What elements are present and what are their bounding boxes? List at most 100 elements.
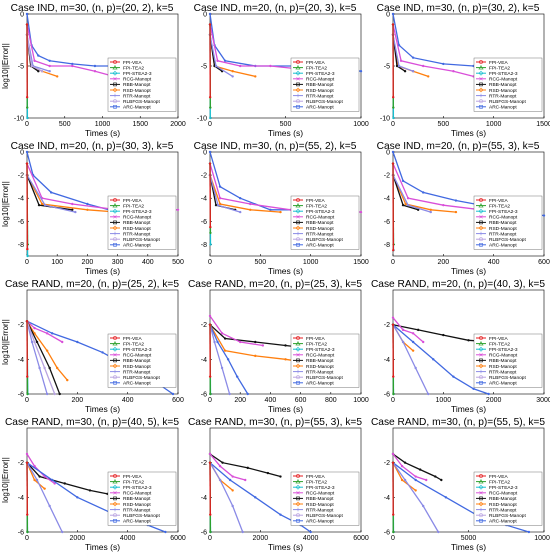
chart-panel-7: Case RAND, m=20, (n, p)=(25, 2), k=5 0 200… xyxy=(1,279,184,414)
legend-marker xyxy=(479,99,483,104)
legend-marker xyxy=(479,198,483,202)
legend-marker xyxy=(112,87,118,93)
legend-marker xyxy=(295,70,301,76)
legend-entry: RCG-Manopt xyxy=(306,491,335,497)
series-point xyxy=(411,70,415,73)
legend-entry: FPI-TEA2 xyxy=(489,341,510,347)
legend-marker xyxy=(112,208,118,214)
series-point xyxy=(86,202,89,206)
legend-marker xyxy=(113,380,117,385)
series-point xyxy=(391,150,395,154)
series-line-arc-manopt xyxy=(392,462,530,533)
x-axis-label: Times (s) xyxy=(451,128,486,138)
series-point xyxy=(49,191,53,194)
legend-marker xyxy=(295,202,301,208)
legend-entry: FPI-TEA2 xyxy=(123,203,144,209)
series-point xyxy=(472,387,475,390)
series-point xyxy=(218,185,222,188)
y-tick-label: -8 xyxy=(201,242,207,249)
x-tick-label: 5000 xyxy=(461,535,477,542)
legend-entry: FPI-TEA2 xyxy=(489,203,510,209)
legend-marker xyxy=(112,484,118,490)
x-tick-label: 1500 xyxy=(536,121,550,128)
legend-entry: FPI-TEA2 xyxy=(489,65,510,71)
series-line-arc-manopt xyxy=(392,324,489,395)
series-point xyxy=(216,203,220,207)
series-line-rcg-manopt xyxy=(392,317,424,343)
legend-entry: FPI-TEA2 xyxy=(306,203,327,209)
series-point xyxy=(437,530,440,534)
series-point xyxy=(440,478,443,482)
legend-marker xyxy=(478,87,484,93)
series-point xyxy=(88,489,92,492)
legend-entry: FPI-VEA xyxy=(123,474,142,480)
y-axis-label: log10||Error|| xyxy=(1,319,10,365)
series-point xyxy=(71,64,74,68)
series-point xyxy=(392,530,395,534)
series-point xyxy=(425,478,428,482)
legend-marker xyxy=(479,358,483,363)
y-tick-label: -4 xyxy=(201,357,207,364)
legend-marker xyxy=(479,215,483,219)
series-point xyxy=(53,392,56,396)
series-point xyxy=(401,203,405,207)
series-point xyxy=(284,344,287,347)
series-point xyxy=(37,70,40,73)
x-tick-label: 100 xyxy=(51,259,63,266)
legend-marker xyxy=(112,340,118,346)
x-axis-label: Times (s) xyxy=(268,404,303,414)
legend-entry: RCG-Manopt xyxy=(123,491,152,497)
series-point xyxy=(235,375,239,378)
series-point xyxy=(223,349,227,352)
x-tick-label: 10000 xyxy=(534,535,550,542)
series-point xyxy=(66,378,69,382)
x-tick-label: 400 xyxy=(142,259,154,266)
legend-entry: FPI-VEA xyxy=(489,60,508,66)
legend-entry: ARC-Manopt xyxy=(306,105,334,111)
legend-marker xyxy=(295,87,301,93)
x-tick-label: 500 xyxy=(59,121,71,128)
legend-entry: RCG-Manopt xyxy=(123,215,152,221)
x-tick-label: 2000 xyxy=(253,535,269,542)
y-tick-label: -2 xyxy=(384,173,390,180)
legend-marker xyxy=(113,518,117,523)
x-tick-label: 2000 xyxy=(170,121,186,128)
series-point xyxy=(40,70,44,73)
y-tick-label: -6 xyxy=(201,392,207,399)
legend-marker xyxy=(296,336,300,340)
series-point xyxy=(37,203,41,207)
chart-title: Case IND, m=20, (n, p)=(20, 3), k=5 xyxy=(194,3,357,14)
series-point xyxy=(239,340,242,344)
series-point xyxy=(400,478,404,482)
series-point xyxy=(397,44,401,47)
x-tick-label: 300 xyxy=(112,259,124,266)
series-point xyxy=(279,210,282,214)
x-axis-label: Times (s) xyxy=(268,542,303,552)
chart-panel-12: Case RAND, m=30, (n, p)=(55, 5), k=5 0 500… xyxy=(371,417,550,552)
legend-marker xyxy=(113,77,117,81)
legend-marker xyxy=(112,346,118,352)
x-tick-label: 200 xyxy=(82,259,94,266)
x-tick-label: 0 xyxy=(25,535,29,542)
x-tick-label: 600 xyxy=(295,397,307,404)
series-point xyxy=(239,210,242,214)
series-point xyxy=(216,59,219,62)
legend-entry: ARC-Manopt xyxy=(123,105,151,111)
legend-marker xyxy=(113,82,117,87)
legend-entry: RTR-Manopt xyxy=(123,93,151,99)
series-point xyxy=(208,314,212,318)
legend-entry: ARC-Manopt xyxy=(123,243,151,249)
series-line-rtr-manopt xyxy=(26,321,48,395)
series-point xyxy=(404,202,407,206)
series-point xyxy=(86,208,89,211)
legend-entry: RTR-Manopt xyxy=(306,93,334,99)
legend-entry: FPI-TEA2 xyxy=(123,341,144,347)
series-point xyxy=(50,478,54,482)
series-point xyxy=(35,478,39,482)
series-line-rcg-manopt xyxy=(26,320,63,343)
x-tick-label: 0 xyxy=(208,397,212,404)
y-tick-label: -10 xyxy=(14,116,24,123)
y-tick-label: 0 xyxy=(203,12,207,19)
series-point xyxy=(452,70,455,73)
legend-entry: RTR-Manopt xyxy=(123,507,151,513)
